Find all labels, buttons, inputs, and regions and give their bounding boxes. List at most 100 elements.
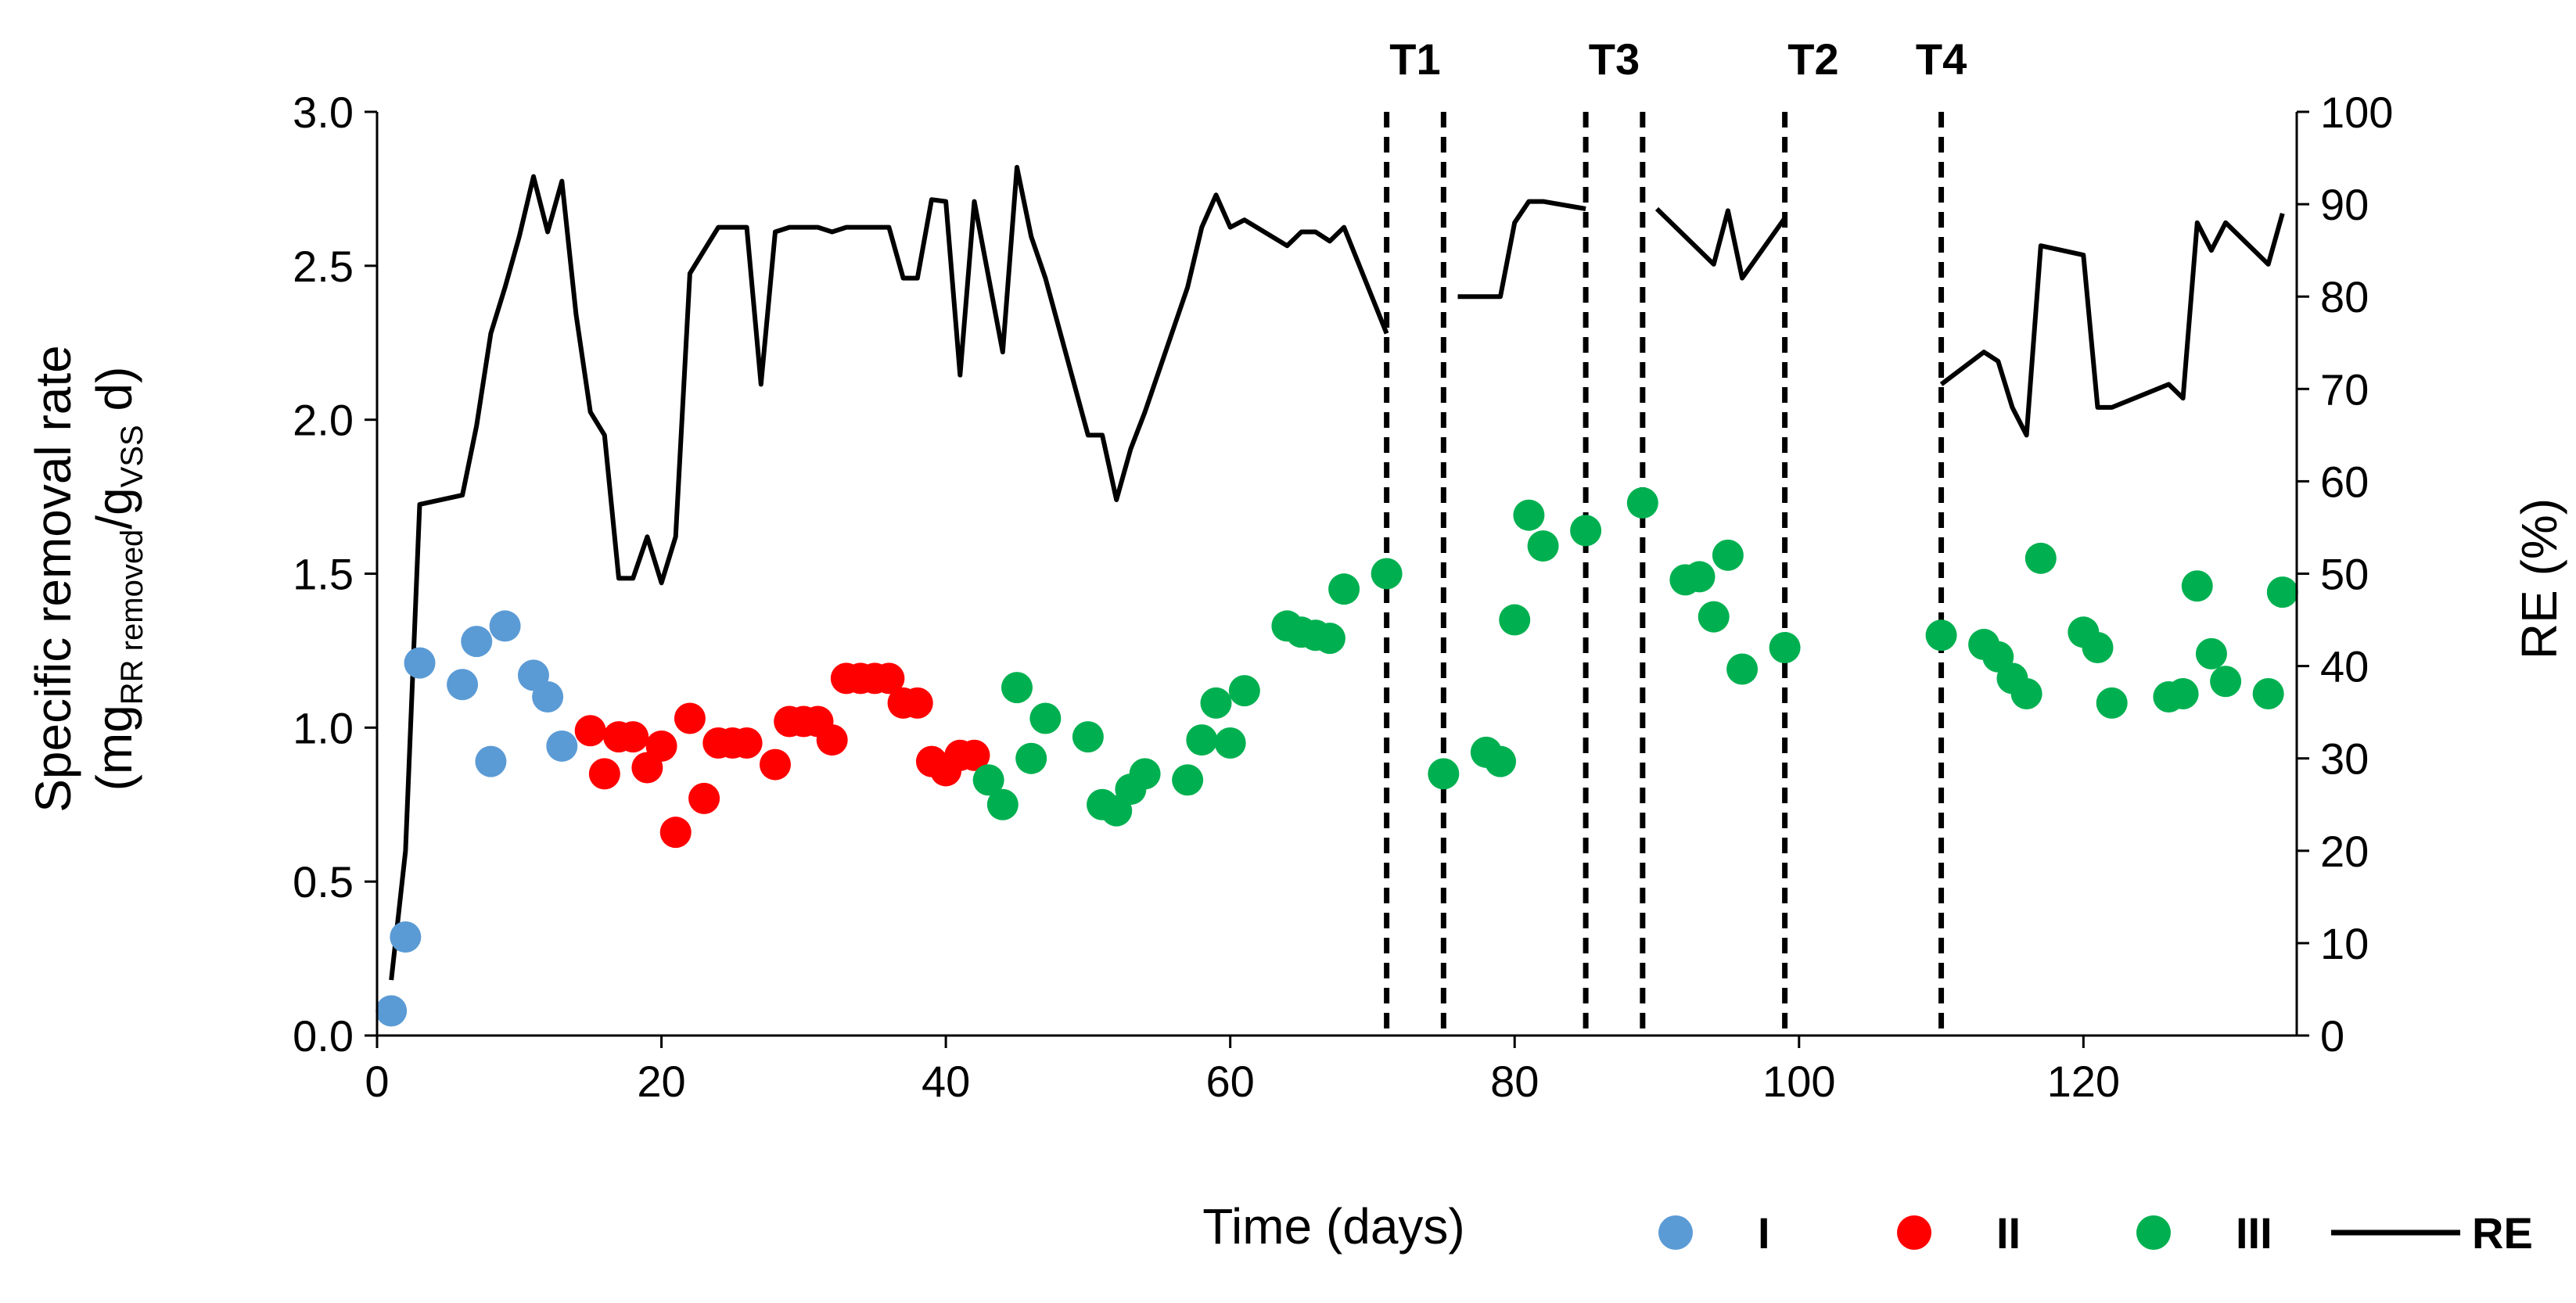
y-right-tick-label: 40: [2320, 642, 2369, 691]
point-iii: [1683, 561, 1716, 593]
point-iii: [1129, 758, 1161, 790]
y-left-title-line1: Specific removal rate: [25, 345, 81, 813]
legend-marker-iii: [2136, 1215, 2171, 1250]
point-iii: [1371, 558, 1403, 590]
point-ii: [816, 724, 848, 756]
point-i: [461, 626, 493, 658]
point-iii: [1214, 727, 1246, 759]
point-ii: [958, 739, 990, 771]
point-iii: [1513, 499, 1545, 531]
y-left-tick-label: 1.5: [293, 550, 354, 599]
point-ii: [688, 782, 720, 814]
point-iii: [1499, 604, 1531, 636]
point-iii: [1712, 539, 1744, 571]
y-left-tick-label: 0.0: [293, 1011, 354, 1061]
y-left-tick-label: 0.5: [293, 857, 354, 906]
point-iii: [2195, 637, 2227, 669]
re-line-segment: [389, 164, 1389, 981]
point-ii: [759, 748, 791, 781]
point-iii: [2266, 576, 2298, 608]
point-iii: [2010, 678, 2042, 710]
re-line-segment: [1939, 213, 2285, 438]
point-iii: [2252, 678, 2284, 710]
treatment-markers: T1 T3 T2 T4: [1384, 34, 1967, 1036]
point-ii: [873, 662, 905, 695]
point-iii: [2025, 542, 2057, 574]
point-i: [475, 745, 507, 777]
point-ii: [574, 715, 606, 747]
point-iii: [1015, 742, 1047, 774]
y-right-tick-label: 0: [2320, 1011, 2344, 1061]
y-right-tick-label: 70: [2320, 364, 2369, 414]
x-tick-label: 100: [1762, 1057, 1835, 1106]
point-iii: [1726, 653, 1759, 685]
point-iii: [1186, 724, 1218, 756]
y-right-tick-label: 20: [2320, 827, 2369, 876]
point-iii: [2210, 666, 2242, 698]
x-axis-title: Time (days): [1202, 1198, 1464, 1255]
point-iii: [1570, 515, 1602, 547]
point-i: [404, 647, 436, 679]
axes: 0 20 40 60 80 100 120 0.0 0.5 1.0 1.5 2.0 2.5 3.0 0 10 2…: [293, 88, 2393, 1106]
re-line-segment: [1457, 199, 1586, 300]
re-line-segment: [1654, 206, 1787, 281]
point-ii: [659, 817, 692, 849]
point-iii: [1328, 573, 1360, 605]
point-iii: [1527, 530, 1559, 562]
y-right-tick-label: 60: [2320, 457, 2369, 506]
legend-marker-i: [1658, 1215, 1693, 1250]
y-right-tick-label: 30: [2320, 734, 2369, 784]
y-right-tick-label: 80: [2320, 272, 2369, 321]
point-iii: [1428, 758, 1460, 790]
point-i: [546, 730, 578, 762]
legend-label-iii: III: [2236, 1208, 2272, 1258]
point-iii: [1228, 675, 1260, 707]
point-iii: [1029, 702, 1062, 734]
legend-label-ii: II: [1996, 1208, 2021, 1258]
legend: I II III RE: [1658, 1208, 2533, 1258]
point-iii: [1313, 623, 1345, 655]
point-i: [390, 921, 422, 953]
x-tick-label: 80: [1490, 1057, 1539, 1106]
x-tick-label: 60: [1206, 1057, 1255, 1106]
series-layer: [375, 164, 2298, 1027]
y-right-tick-label: 100: [2320, 88, 2393, 137]
treatment-label-t4: T4: [1916, 34, 1967, 84]
point-ii: [588, 758, 620, 790]
point-iii: [1485, 745, 1517, 777]
point-ii: [731, 727, 763, 759]
y-left-title-line2: (mgRR removed/gVSS d): [86, 367, 149, 791]
point-iii: [986, 788, 1019, 820]
y-right-tick-label: 50: [2320, 550, 2369, 599]
legend-label-i: I: [1758, 1208, 1770, 1258]
y-left-tick-label: 1.0: [293, 703, 354, 752]
legend-marker-ii: [1897, 1215, 1931, 1250]
point-ii: [617, 721, 649, 753]
x-tick-label: 40: [922, 1057, 970, 1106]
x-tick-label: 120: [2047, 1057, 2120, 1106]
point-iii: [1200, 687, 1232, 719]
point-iii: [1072, 721, 1104, 753]
point-iii: [972, 764, 1004, 796]
y-left-tick-label: 2.5: [293, 242, 354, 291]
treatment-label-t3: T3: [1589, 34, 1640, 84]
point-i: [532, 680, 564, 713]
point-iii: [1626, 486, 1658, 519]
point-ii: [901, 687, 933, 719]
point-iii: [2082, 631, 2114, 663]
point-i: [489, 610, 521, 642]
x-tick-label: 20: [637, 1057, 685, 1106]
point-iii: [1769, 631, 1801, 663]
x-tick-label: 0: [365, 1057, 389, 1106]
point-iii: [2167, 678, 2199, 710]
y-left-axis-title: Specific removal rate (mgRR removed/gVSS…: [25, 345, 149, 813]
point-ii: [645, 730, 677, 762]
y-right-tick-label: 10: [2320, 919, 2369, 968]
point-i: [375, 995, 408, 1027]
point-iii: [2096, 687, 2128, 719]
y-left-tick-label: 3.0: [293, 88, 354, 137]
y-left-tick-label: 2.0: [293, 396, 354, 445]
point-i: [447, 669, 479, 701]
point-iii: [1172, 764, 1204, 796]
